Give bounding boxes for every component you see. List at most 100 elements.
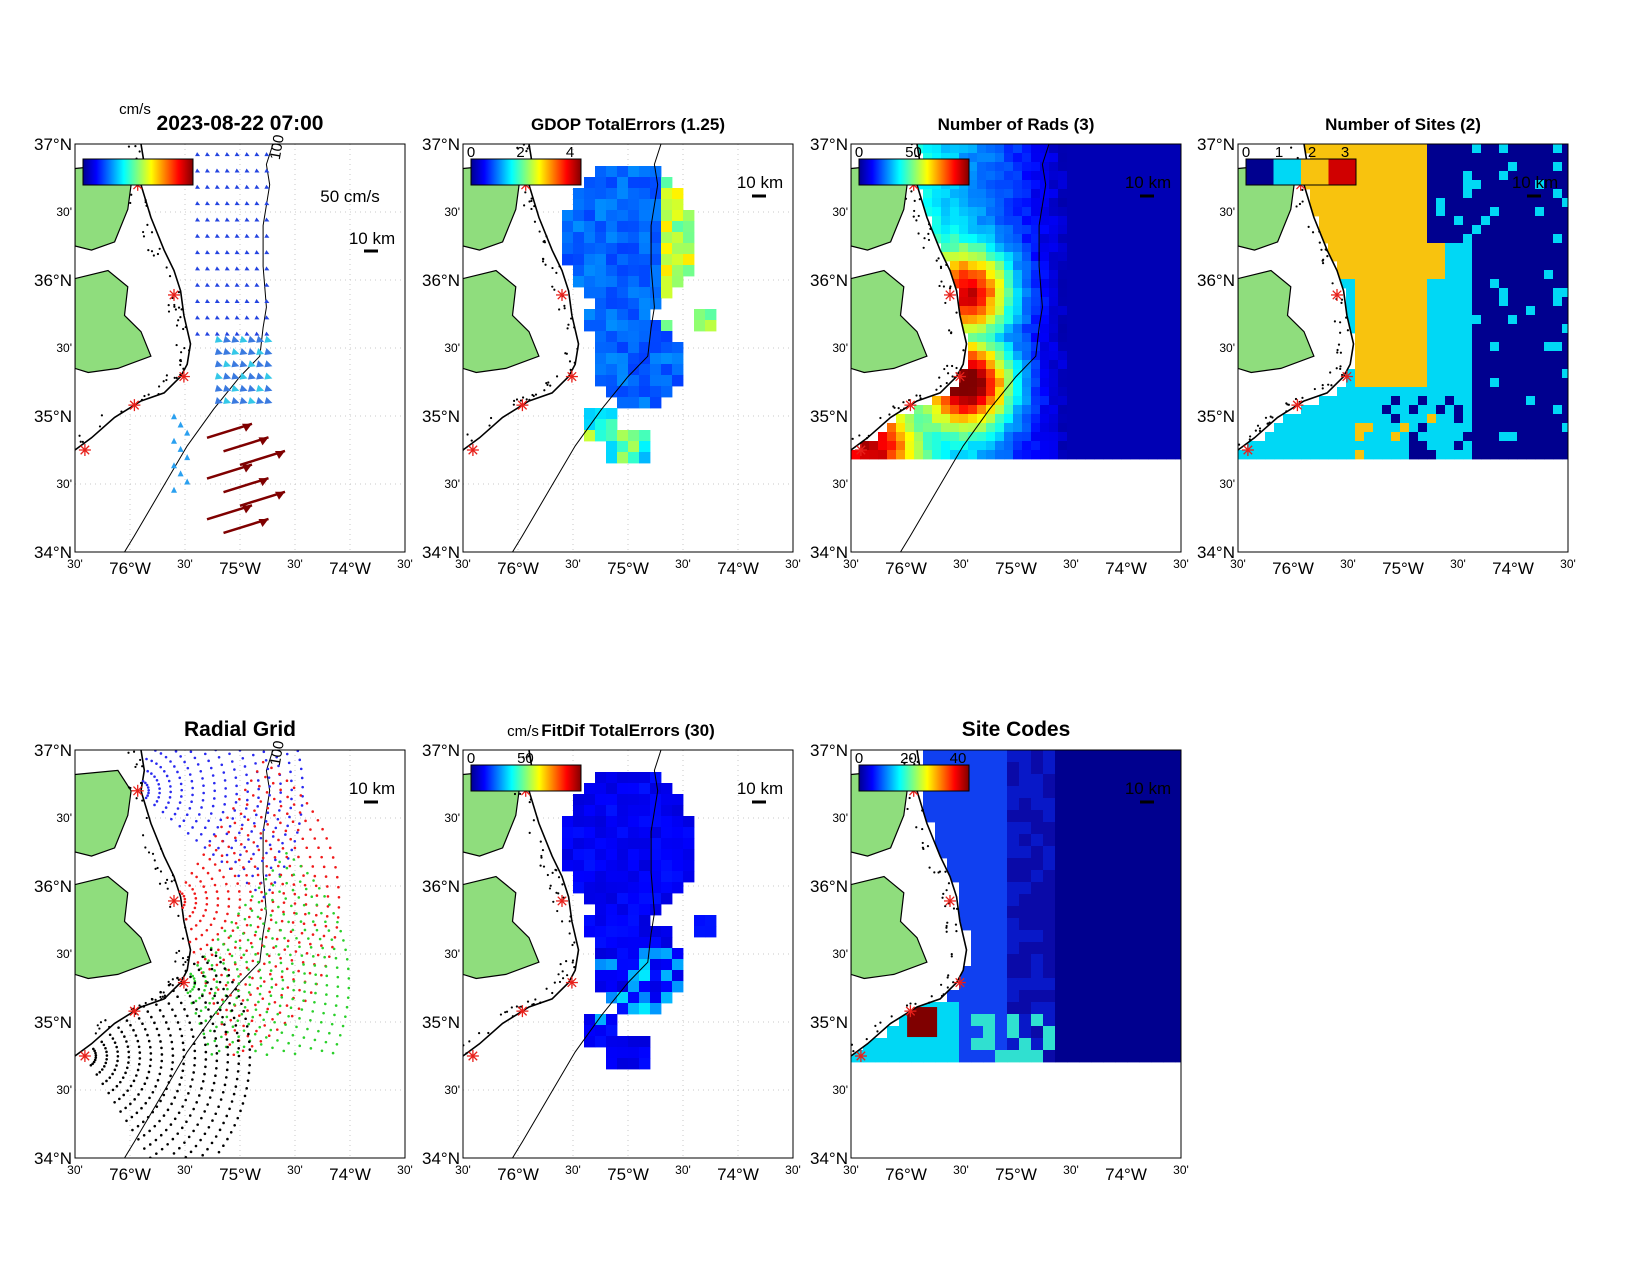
panel-title: GDOP TotalErrors (1.25) <box>531 115 725 134</box>
site-marker <box>177 370 190 383</box>
isobath-100 <box>900 144 1050 552</box>
panel-nsites: 37°N30'36°N30'35°N30'34°N30' 76°W 30' 75°W 3… <box>1197 115 1576 578</box>
site-marker <box>953 976 966 989</box>
colorbar-tick-label: 40 <box>950 750 967 767</box>
site-marker <box>904 399 917 412</box>
isobath-label: 100 <box>267 739 288 767</box>
lon-tick-label: 74°W <box>329 559 371 578</box>
lon-tick-label: 75°W <box>219 1165 261 1184</box>
site-marker <box>168 288 180 301</box>
colorbar-tick-label: 3 <box>1341 144 1349 161</box>
lon-tick-label: 75°W <box>607 559 649 578</box>
lat-tick-label: 34°N <box>34 543 72 562</box>
lat-tick-label: 37°N <box>422 135 460 154</box>
colorbar-tick-label: 20 <box>900 750 917 767</box>
land-rads-1 <box>851 269 928 374</box>
lon-tick-label: 76°W <box>1272 559 1314 578</box>
lon-tick-label: 74°W <box>1105 559 1147 578</box>
lat-tick-label: 34°N <box>422 1149 460 1168</box>
site-marker <box>516 399 529 412</box>
lon-tick-label: 30' <box>397 557 413 571</box>
site-marker <box>78 444 91 456</box>
lon-tick-label: 30' <box>287 1163 303 1177</box>
isobath-100 <box>124 750 274 1158</box>
lat-tick-label: 30' <box>444 1083 460 1097</box>
site-marker <box>854 1050 867 1062</box>
lat-tick-label: 36°N <box>34 271 72 290</box>
panel-sitecodes: 37°N30'36°N30'35°N30'34°N30' 76°W 30' 75°W 3… <box>810 718 1189 1184</box>
site-marker <box>565 976 578 989</box>
site-marker <box>131 784 144 797</box>
lon-tick-label: 30' <box>1230 557 1246 571</box>
land-gdop-1 <box>463 269 540 374</box>
colorbar <box>1245 158 1357 186</box>
lat-tick-label: 35°N <box>422 407 460 426</box>
lat-tick-label: 30' <box>832 341 848 355</box>
lon-tick-label: 30' <box>177 1163 193 1177</box>
colorbar-tick-label: 0 <box>1242 144 1250 161</box>
lon-tick-label: 30' <box>1063 557 1079 571</box>
panel-radgrid: 37°N30'36°N30'35°N30'34°N30' 76°W 30' 75°W 3… <box>34 718 413 1184</box>
lon-tick-label: 76°W <box>885 1165 927 1184</box>
colorbar-unit: cm/s <box>119 101 151 118</box>
land-sites-1 <box>1238 269 1315 374</box>
scale-bar-label: 10 km <box>349 779 395 798</box>
site-marker <box>944 894 956 907</box>
panel-nrads: 37°N30'36°N30'35°N30'34°N30' 76°W 30' 75°W 3… <box>810 115 1189 578</box>
site-marker <box>128 399 141 412</box>
lon-tick-label: 30' <box>785 1163 801 1177</box>
lon-tick-label: 30' <box>843 557 859 571</box>
land-codes-1 <box>851 875 928 980</box>
site-marker <box>953 370 966 383</box>
land-rg-1 <box>75 875 152 980</box>
lat-tick-label: 35°N <box>1197 407 1235 426</box>
lon-tick-label: 30' <box>177 557 193 571</box>
lat-tick-label: 36°N <box>1197 271 1235 290</box>
colorbar-unit: cm/s <box>507 723 539 740</box>
site-marker <box>1241 444 1254 456</box>
colorbar-tick-label: 4 <box>566 144 574 161</box>
lon-tick-label: 74°W <box>1105 1165 1147 1184</box>
lon-tick-label: 75°W <box>607 1165 649 1184</box>
lon-tick-label: 30' <box>1173 557 1189 571</box>
lat-tick-label: 30' <box>56 947 72 961</box>
lat-tick-label: 34°N <box>34 1149 72 1168</box>
lon-tick-label: 74°W <box>717 1165 759 1184</box>
panel-title: Number of Sites (2) <box>1325 115 1481 134</box>
lat-tick-label: 30' <box>444 811 460 825</box>
colorbar <box>470 158 582 186</box>
site-marker <box>1331 288 1343 301</box>
colorbar <box>858 764 970 792</box>
lat-tick-label: 30' <box>56 205 72 219</box>
colorbar-tick-label: 0 <box>855 750 863 767</box>
lat-tick-label: 37°N <box>810 135 848 154</box>
axes-frame <box>1237 143 1569 553</box>
lon-tick-label: 30' <box>565 557 581 571</box>
site-marker <box>516 1005 529 1018</box>
scale-bar-label: 10 km <box>737 779 783 798</box>
lon-tick-label: 30' <box>67 557 83 571</box>
land-rg-0 <box>75 769 132 857</box>
colorbar-tick-label: 0 <box>467 750 475 767</box>
lat-tick-label: 30' <box>832 205 848 219</box>
colorbar-tick-label: 2 <box>1308 144 1316 161</box>
lat-tick-label: 30' <box>832 811 848 825</box>
site-marker <box>854 444 867 456</box>
isobath-100 <box>512 750 662 1158</box>
panel-currents: 37°N30'36°N30'35°N30'34°N30' 76°W 30' 75°W 3… <box>34 101 413 578</box>
axes-frame <box>462 749 794 1159</box>
lat-tick-label: 35°N <box>810 407 848 426</box>
site-marker <box>177 976 190 989</box>
lon-tick-label: 30' <box>785 557 801 571</box>
site-marker <box>466 1050 479 1062</box>
colorbar-tick-label: 0 <box>855 144 863 161</box>
panel-title: FitDif TotalErrors (30) <box>541 721 714 740</box>
lat-tick-label: 37°N <box>810 741 848 760</box>
lat-tick-label: 30' <box>444 947 460 961</box>
scale-bar-label: 10 km <box>737 173 783 192</box>
lat-tick-label: 30' <box>1219 477 1235 491</box>
lon-tick-label: 30' <box>287 557 303 571</box>
lon-tick-label: 76°W <box>109 1165 151 1184</box>
site-marker <box>944 288 956 301</box>
lat-tick-label: 30' <box>444 341 460 355</box>
